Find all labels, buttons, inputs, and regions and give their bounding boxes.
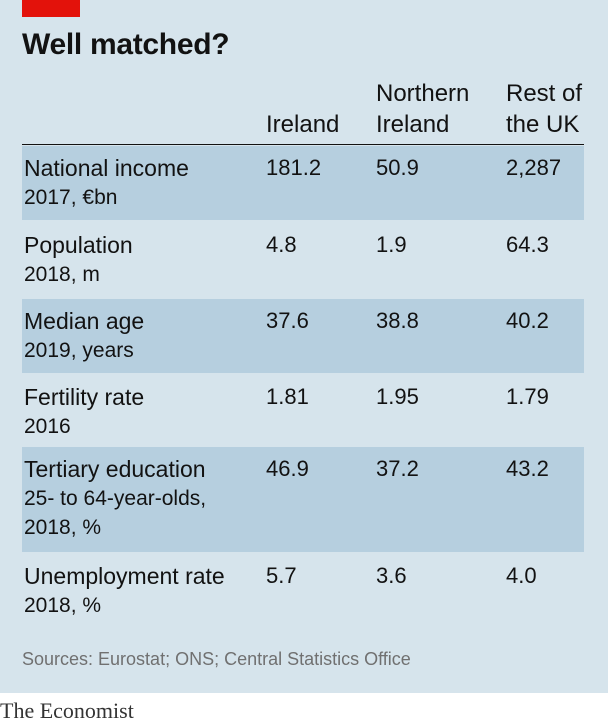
row-label-sub: 25- to 64-year-olds, 2018, % — [24, 487, 207, 539]
row-label-sub: 2016 — [24, 415, 71, 438]
row-label-main: Tertiary education — [24, 456, 206, 482]
header-rule — [22, 144, 584, 145]
chart-panel: Well matched? Ireland Northern Ireland R… — [0, 0, 608, 693]
table-row: Tertiary education 25- to 64-year-olds, 2… — [22, 447, 584, 552]
column-header-northern-ireland: Northern Ireland — [376, 80, 470, 138]
row-label-main: Unemployment rate — [24, 563, 225, 589]
table-cell: 40.2 — [506, 308, 549, 333]
table-cell: 37.6 — [266, 308, 309, 333]
row-label-sub: 2018, m — [24, 263, 100, 286]
source-note: Sources: Eurostat; ONS; Central Statisti… — [22, 649, 411, 669]
table-cell: 181.2 — [266, 155, 322, 180]
row-label-sub: 2018, % — [24, 594, 102, 617]
row-label-sub: 2019, years — [24, 339, 134, 362]
table-row: Population 2018, m 4.8 1.9 64.3 — [22, 223, 584, 297]
table-row: Median age 2019, years 37.6 38.8 40.2 — [22, 299, 584, 373]
row-label: Median age 2019, years — [24, 306, 254, 365]
row-label-main: Median age — [24, 308, 145, 334]
table-header: Ireland Northern Ireland Rest of the UK — [0, 78, 608, 140]
table-cell: 1.79 — [506, 384, 549, 409]
table-cell: 3.6 — [376, 563, 407, 588]
brand-logo: The Economist — [0, 698, 134, 723]
table-cell: 1.95 — [376, 384, 419, 409]
table-cell: 43.2 — [506, 456, 549, 481]
row-label: Tertiary education 25- to 64-year-olds, 2… — [24, 454, 254, 542]
row-label-main: National income — [24, 155, 189, 181]
table-cell: 4.8 — [266, 232, 297, 257]
table-cell: 37.2 — [376, 456, 419, 481]
red-tag — [22, 0, 80, 17]
row-label: Unemployment rate 2018, % — [24, 561, 254, 620]
row-label-main: Fertility rate — [24, 384, 145, 410]
chart-title: Well matched? — [22, 28, 230, 61]
table-cell: 38.8 — [376, 308, 419, 333]
table-row: National income 2017, €bn 181.2 50.9 2,287 — [22, 146, 584, 220]
table-cell: 4.0 — [506, 563, 537, 588]
row-label: National income 2017, €bn — [24, 153, 254, 212]
table-cell: 2,287 — [506, 155, 562, 180]
table-cell: 1.81 — [266, 384, 309, 409]
table-cell: 64.3 — [506, 232, 549, 257]
row-label: Population 2018, m — [24, 230, 254, 289]
table-cell: 50.9 — [376, 155, 419, 180]
table-row: Fertility rate 2016 1.81 1.95 1.79 — [22, 375, 584, 445]
table-cell: 46.9 — [266, 456, 309, 481]
table-cell: 5.7 — [266, 563, 297, 588]
table-row: Unemployment rate 2018, % 5.7 3.6 4.0 — [22, 554, 584, 626]
column-header-ireland: Ireland — [266, 111, 340, 138]
column-header-rest-of-uk: Rest of the UK — [506, 80, 583, 138]
row-label-main: Population — [24, 232, 133, 258]
row-label-sub: 2017, €bn — [24, 186, 118, 209]
row-label: Fertility rate 2016 — [24, 382, 254, 441]
table-cell: 1.9 — [376, 232, 407, 257]
